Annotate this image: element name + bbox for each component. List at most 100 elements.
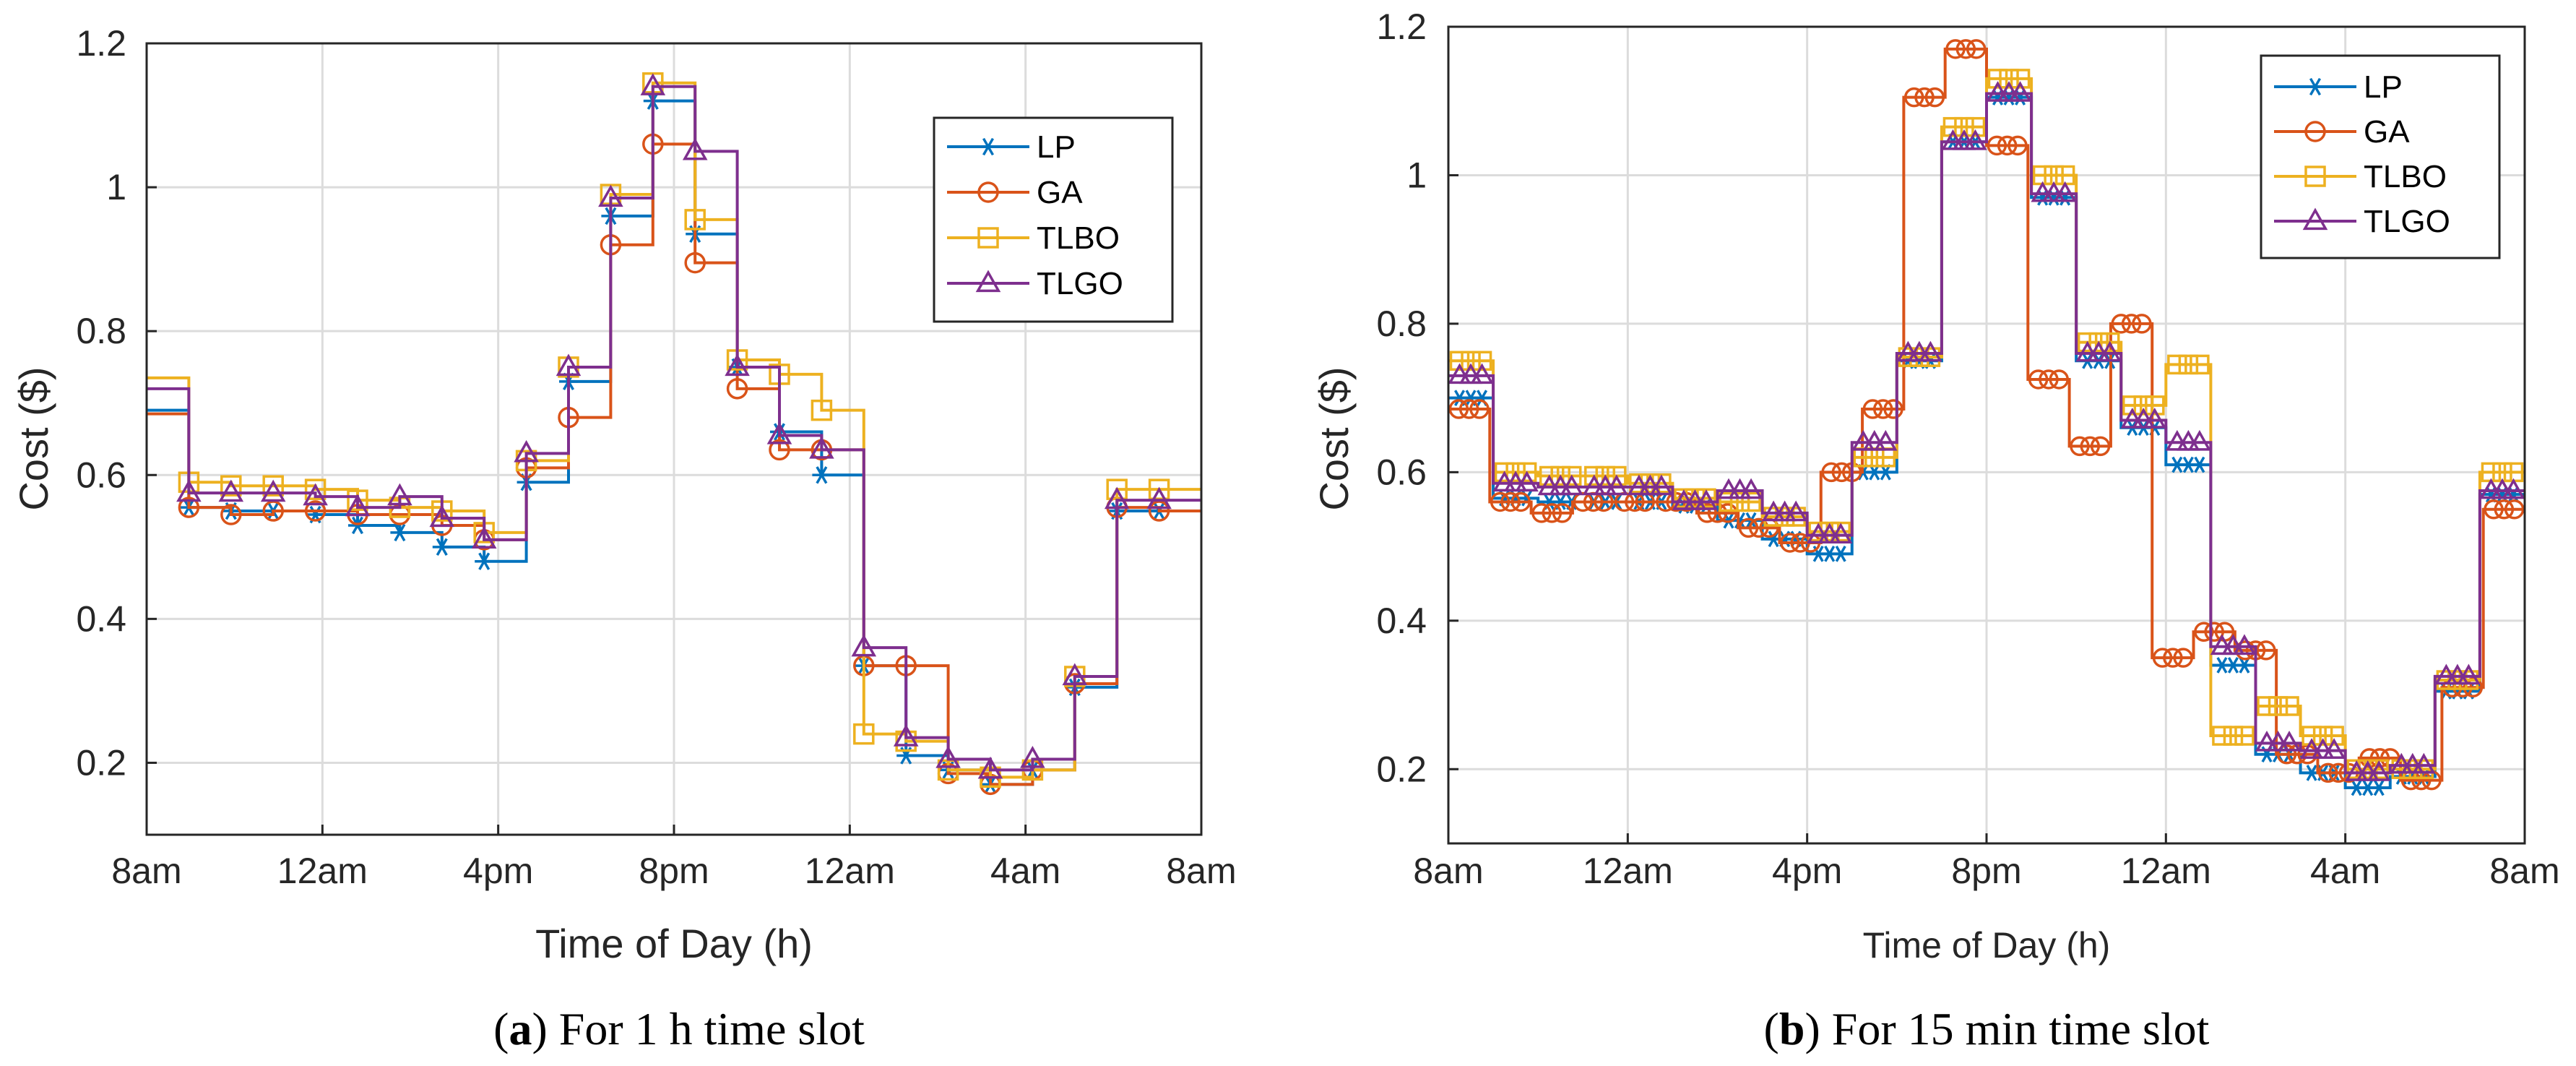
data-point-tlgo xyxy=(977,756,1003,779)
data-point-ga xyxy=(1542,503,1563,523)
data-point-tlgo xyxy=(2479,478,2503,499)
y-axis-label-b: Cost ($) xyxy=(1311,366,1357,510)
legend-label-tlbo: TLBO xyxy=(2364,159,2447,194)
data-point-lp xyxy=(390,523,410,542)
data-point-tlbo xyxy=(2279,696,2299,716)
data-point-tlgo xyxy=(1716,478,1741,499)
legend-entry-tlbo: TLBO xyxy=(2274,159,2447,194)
x-tick-label: 8am xyxy=(1166,851,1236,891)
data-point-ga xyxy=(1780,533,1800,553)
data-point-ga xyxy=(2504,499,2525,520)
data-point-tlbo xyxy=(347,489,368,511)
chart-panel-b: 8am 12am 4pm 8pm 12am 4am 8am0.20.40.60.811.2 … xyxy=(1311,7,2560,966)
legend-entry-lp: LP xyxy=(947,129,1076,165)
data-point-tlgo xyxy=(1458,363,1483,384)
x-tick-label: 8am xyxy=(1413,851,1483,891)
data-point-ga xyxy=(2204,622,2224,642)
data-point-ga xyxy=(2173,648,2193,668)
data-point-lp xyxy=(2235,657,2253,674)
data-point-tlbo xyxy=(1741,491,1761,512)
data-point-ga xyxy=(1738,517,1759,538)
data-point-tlbo xyxy=(1461,351,1481,371)
data-point-tlgo xyxy=(2266,730,2290,752)
data-point-ga xyxy=(2152,648,2173,668)
data-point-tlgo xyxy=(1773,500,1797,522)
data-point-tlgo xyxy=(2053,181,2077,202)
caption-b: (b) For 15 min time slot xyxy=(1764,1003,2210,1054)
data-point-tlbo xyxy=(2268,696,2288,716)
data-point-ga xyxy=(1469,399,1490,419)
caption-b-text: ) For 15 min time slot xyxy=(1805,1003,2209,1054)
legend-marker-tlbo xyxy=(977,227,999,249)
data-point-tlgo xyxy=(1672,489,1696,510)
x-tick-label: 12am xyxy=(1583,851,1673,891)
chart-panel-a: 8am 12am 4pm 8pm 12am 4am 8am0.20.40.60.811.2 … xyxy=(11,23,1237,966)
legend-label-lp: LP xyxy=(1037,129,1076,165)
legend-box xyxy=(2260,54,2501,259)
legend-label-ga: GA xyxy=(2364,114,2410,150)
data-point-tlbo xyxy=(1987,69,2008,89)
data-point-ga xyxy=(2256,640,2276,661)
data-point-tlbo xyxy=(1584,465,1604,486)
data-point-tlgo xyxy=(1594,474,1617,496)
x-tick-label: 8am xyxy=(2489,851,2559,891)
data-point-ga xyxy=(1490,491,1510,512)
data-point-tlgo xyxy=(1549,474,1573,496)
y-tick-label: 0.6 xyxy=(1376,452,1427,492)
caption-b-letter: b xyxy=(1779,1003,1805,1054)
data-point-tlgo xyxy=(1694,489,1719,510)
legend-marker-ga xyxy=(977,181,999,203)
legend-label-tlgo: TLGO xyxy=(2364,204,2450,239)
data-point-tlgo xyxy=(682,137,708,160)
data-point-tlbo xyxy=(2324,726,2344,746)
plot-area-b xyxy=(1448,39,2525,796)
data-point-tlbo xyxy=(1505,462,1526,483)
data-point-tlbo xyxy=(1539,465,1560,486)
x-tick-label: 12am xyxy=(805,851,895,891)
data-point-tlgo xyxy=(640,73,666,95)
data-point-tlgo xyxy=(2344,760,2369,781)
data-point-ga xyxy=(726,378,748,400)
data-point-lp xyxy=(2370,779,2388,796)
data-point-tlgo xyxy=(1829,523,1853,544)
data-point-tlgo xyxy=(514,439,539,463)
legend-entry-ga: GA xyxy=(2274,114,2410,150)
data-point-tlgo xyxy=(1062,663,1088,686)
data-point-tlbo xyxy=(2077,332,2098,353)
ticks-a: 8am 12am 4pm 8pm 12am 4am 8am 0.2 0.4 0.6 0.8 1 1.2 xyxy=(76,23,1236,891)
data-point-ga xyxy=(1510,491,1531,512)
data-point-tlgo xyxy=(935,745,961,768)
data-point-tlgo xyxy=(1515,470,1539,492)
legend-marker-ga xyxy=(2304,121,2326,142)
data-point-tlbo xyxy=(1471,351,1492,371)
data-point-tlgo xyxy=(1941,129,1965,150)
data-point-tlgo xyxy=(2502,478,2525,499)
x-tick-label: 12am xyxy=(277,851,368,891)
caption-b-open: ( xyxy=(1764,1003,1779,1054)
data-point-tlgo xyxy=(1448,363,1471,384)
data-point-tlgo xyxy=(2412,752,2436,774)
data-point-tlgo xyxy=(1604,474,1629,496)
data-point-tlgo xyxy=(2232,634,2257,655)
y-tick-label: 1 xyxy=(106,167,126,207)
legend-label-lp: LP xyxy=(2364,69,2403,105)
y-tick-label: 1 xyxy=(1406,155,1427,195)
data-point-tlgo xyxy=(2255,730,2279,752)
data-point-tlbo xyxy=(1719,491,1739,512)
data-point-tlgo xyxy=(429,504,455,528)
data-point-tlgo xyxy=(1470,363,1494,384)
legend-label-tlbo: TLBO xyxy=(1037,220,1120,256)
y-tick-label: 0.6 xyxy=(76,455,126,495)
legend-entry-lp: LP xyxy=(2274,69,2403,105)
series-tlgo xyxy=(1448,81,2525,781)
data-point-ga xyxy=(2080,436,2101,457)
data-point-tlgo xyxy=(2143,408,2167,429)
data-point-tlbo xyxy=(1954,116,1974,137)
data-point-ga xyxy=(1821,462,1841,483)
legend-marker-tlbo xyxy=(2304,166,2326,187)
data-point-ga xyxy=(2132,314,2152,334)
data-point-tlgo xyxy=(1582,474,1606,496)
legend-a: LP GA TLBO TLGO xyxy=(933,116,1174,323)
data-point-tlgo xyxy=(2075,340,2099,362)
